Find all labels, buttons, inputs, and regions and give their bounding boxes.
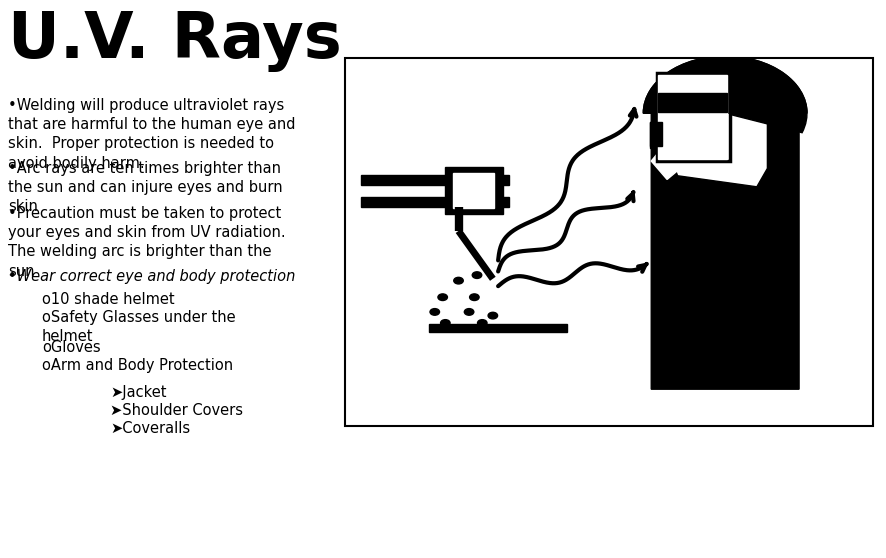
Bar	[446, 166, 503, 214]
Text: o10 shade helmet: o10 shade helmet	[42, 292, 175, 307]
Text: oGloves: oGloves	[42, 340, 101, 355]
Text: ➤Coveralls: ➤Coveralls	[110, 421, 190, 436]
Bar	[345, 58, 873, 426]
Polygon shape	[651, 113, 799, 389]
Bar	[659, 140, 725, 161]
Bar	[650, 122, 662, 146]
Circle shape	[438, 294, 447, 301]
Text: •Welding will produce ultraviolet rays
that are harmful to the human eye and
ski: •Welding will produce ultraviolet rays t…	[8, 98, 296, 171]
Bar	[454, 173, 494, 208]
Circle shape	[478, 320, 487, 326]
Bar	[650, 122, 662, 148]
Circle shape	[430, 309, 439, 315]
Bar	[657, 75, 727, 159]
Bar	[659, 102, 725, 121]
Circle shape	[464, 309, 474, 315]
Text: •Arc rays are ten times brighter than
the sun and can injure eyes and burn
skin: •Arc rays are ten times brighter than th…	[8, 161, 283, 214]
Circle shape	[440, 320, 450, 326]
Wedge shape	[643, 56, 807, 133]
Bar	[361, 197, 509, 207]
Circle shape	[470, 294, 479, 301]
Text: ➤Shoulder Covers: ➤Shoulder Covers	[110, 403, 243, 418]
Text: U.V. Rays: U.V. Rays	[8, 10, 342, 72]
Text: oSafety Glasses under the
helmet: oSafety Glasses under the helmet	[42, 310, 236, 344]
Text: oArm and Body Protection: oArm and Body Protection	[42, 358, 233, 373]
Circle shape	[488, 312, 498, 319]
Bar	[657, 73, 730, 161]
Bar	[430, 324, 567, 332]
Polygon shape	[651, 139, 680, 180]
Bar	[659, 123, 725, 137]
Bar	[361, 175, 509, 185]
Text: •Wear correct eye and body protection: •Wear correct eye and body protection	[8, 269, 295, 284]
Bar	[657, 93, 727, 113]
Circle shape	[454, 277, 463, 284]
Circle shape	[472, 272, 482, 278]
Text: •Precaution must be taken to protect
your eyes and skin from UV radiation.
The w: •Precaution must be taken to protect you…	[8, 206, 285, 278]
Text: ➤Jacket: ➤Jacket	[110, 385, 167, 400]
Wedge shape	[643, 56, 807, 113]
